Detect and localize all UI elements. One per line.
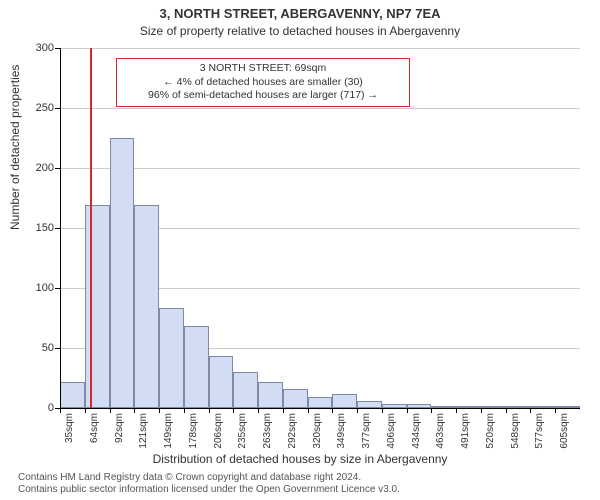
x-tick-mark [506,408,507,413]
page-title: 3, NORTH STREET, ABERGAVENNY, NP7 7EA [0,6,600,21]
x-tick-mark [456,408,457,413]
x-tick-mark [530,408,531,413]
x-tick-mark [110,408,111,413]
x-tick-label: 292sqm [287,413,298,453]
x-tick-mark [407,408,408,413]
grid-line [60,108,580,109]
x-tick-mark [258,408,259,413]
annotation-line: 3 NORTH STREET: 69sqm [125,62,401,76]
x-tick-label: 149sqm [163,413,174,453]
x-tick-label: 206sqm [213,413,224,453]
histogram-bar [233,372,258,408]
histogram-bar [60,382,85,408]
x-axis-line [60,408,580,409]
histogram-bar [209,356,234,408]
x-tick-mark [159,408,160,413]
chart-container: 3, NORTH STREET, ABERGAVENNY, NP7 7EA Si… [0,0,600,500]
x-tick-mark [382,408,383,413]
x-tick-label: 121sqm [138,413,149,453]
x-tick-mark [283,408,284,413]
x-tick-mark [308,408,309,413]
x-tick-label: 577sqm [534,413,545,453]
x-tick-mark [184,408,185,413]
y-tick-label: 50 [14,342,54,354]
annotation-box: 3 NORTH STREET: 69sqm← 4% of detached ho… [116,58,410,107]
x-tick-mark [431,408,432,413]
x-tick-mark [332,408,333,413]
x-tick-label: 406sqm [386,413,397,453]
x-axis-label: Distribution of detached houses by size … [0,452,600,466]
histogram-bar [332,394,357,408]
histogram-bar [134,205,159,408]
grid-line [60,168,580,169]
x-tick-mark [357,408,358,413]
x-tick-mark [60,408,61,413]
y-tick-label: 150 [14,222,54,234]
x-tick-label: 64sqm [89,413,100,453]
footer-attribution: Contains HM Land Registry data © Crown c… [18,472,400,496]
x-tick-label: 35sqm [64,413,75,453]
histogram-bar [184,326,209,408]
x-tick-label: 92sqm [114,413,125,453]
x-tick-label: 463sqm [435,413,446,453]
x-tick-mark [134,408,135,413]
x-tick-label: 548sqm [510,413,521,453]
y-tick-label: 0 [14,402,54,414]
x-tick-label: 491sqm [460,413,471,453]
annotation-line: 96% of semi-detached houses are larger (… [125,89,401,103]
x-tick-label: 178sqm [188,413,199,453]
plot-area: 05010015020025030035sqm64sqm92sqm121sqm1… [60,48,580,408]
chart-subtitle: Size of property relative to detached ho… [0,24,600,38]
x-tick-label: 320sqm [312,413,323,453]
x-tick-label: 349sqm [336,413,347,453]
grid-line [60,48,580,49]
histogram-bar [308,397,333,408]
x-tick-mark [481,408,482,413]
x-tick-label: 520sqm [485,413,496,453]
plot-inner: 05010015020025030035sqm64sqm92sqm121sqm1… [60,48,580,408]
y-axis-label: Number of detached properties [8,65,22,230]
marker-line [90,48,92,408]
y-axis-line [60,48,61,408]
histogram-bar [110,138,135,408]
x-tick-mark [233,408,234,413]
x-tick-label: 235sqm [237,413,248,453]
histogram-bar [357,401,382,408]
footer-line-1: Contains HM Land Registry data © Crown c… [18,472,400,484]
annotation-line: ← 4% of detached houses are smaller (30) [125,76,401,90]
histogram-bar [258,382,283,408]
x-tick-label: 377sqm [361,413,372,453]
x-tick-label: 605sqm [559,413,570,453]
histogram-bar [283,389,308,408]
footer-line-2: Contains public sector information licen… [18,484,400,496]
x-tick-label: 263sqm [262,413,273,453]
x-tick-label: 434sqm [411,413,422,453]
x-tick-mark [209,408,210,413]
y-tick-label: 200 [14,162,54,174]
histogram-bar [159,308,184,408]
y-tick-label: 300 [14,42,54,54]
x-tick-mark [85,408,86,413]
y-tick-label: 250 [14,102,54,114]
y-tick-label: 100 [14,282,54,294]
histogram-bar [85,205,110,408]
x-tick-mark [555,408,556,413]
